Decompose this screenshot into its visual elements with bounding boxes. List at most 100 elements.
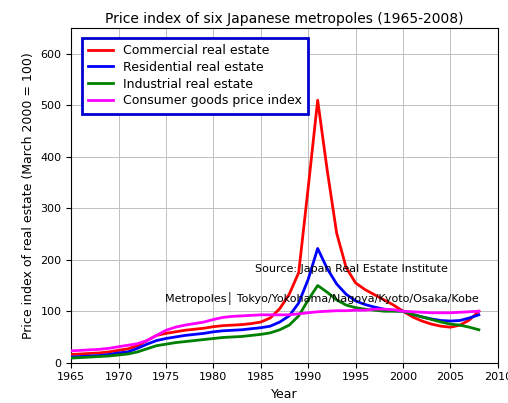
Consumer goods price index (106, 346, 112, 351)
Consumer goods price index (448, 310, 454, 315)
Residential real estate (476, 312, 482, 317)
Commercial real estate (97, 351, 103, 355)
Residential real estate (277, 320, 283, 324)
Industrial real estate (334, 297, 340, 302)
Residential real estate (115, 351, 121, 355)
Residential real estate (163, 336, 169, 341)
Commercial real estate (220, 323, 226, 328)
Commercial real estate (106, 349, 112, 354)
Consumer goods price index (324, 309, 330, 314)
Residential real estate (78, 354, 84, 359)
Residential real estate (192, 332, 198, 337)
Industrial real estate (239, 334, 245, 339)
Consumer goods price index (353, 308, 359, 313)
Residential real estate (87, 353, 93, 358)
Consumer goods price index (419, 310, 425, 315)
Commercial real estate (353, 280, 359, 285)
Commercial real estate (135, 343, 141, 348)
Residential real estate (438, 318, 444, 323)
Residential real estate (409, 312, 416, 317)
Commercial real estate (419, 319, 425, 324)
Consumer goods price index (371, 307, 377, 312)
Industrial real estate (428, 317, 434, 322)
Residential real estate (210, 329, 216, 334)
Consumer goods price index (277, 312, 283, 317)
Commercial real estate (229, 323, 235, 328)
Residential real estate (343, 292, 349, 297)
Consumer goods price index (305, 310, 311, 315)
Consumer goods price index (381, 307, 387, 312)
Industrial real estate (305, 297, 311, 302)
Industrial real estate (144, 347, 150, 351)
Industrial real estate (125, 351, 131, 356)
Residential real estate (144, 342, 150, 347)
Residential real estate (248, 326, 255, 331)
Industrial real estate (419, 314, 425, 319)
Residential real estate (466, 316, 472, 320)
Industrial real estate (248, 333, 255, 338)
Industrial real estate (296, 314, 302, 318)
Commercial real estate (192, 327, 198, 332)
Commercial real estate (371, 292, 377, 297)
Residential real estate (419, 314, 425, 319)
Consumer goods price index (391, 307, 397, 312)
Commercial real estate (391, 303, 397, 307)
Commercial real estate (125, 347, 131, 351)
Commercial real estate (172, 329, 178, 334)
Consumer goods price index (182, 323, 188, 328)
Consumer goods price index (409, 310, 416, 314)
Consumer goods price index (68, 349, 74, 353)
Residential real estate (106, 352, 112, 357)
Commercial real estate (267, 316, 273, 320)
Residential real estate (400, 309, 406, 314)
Residential real estate (172, 334, 178, 339)
Consumer goods price index (220, 315, 226, 320)
Consumer goods price index (248, 313, 255, 318)
Industrial real estate (324, 290, 330, 295)
Industrial real estate (381, 309, 387, 314)
Industrial real estate (448, 322, 454, 326)
Commercial real estate (78, 351, 84, 356)
Industrial real estate (314, 283, 321, 288)
Industrial real estate (371, 308, 377, 313)
Industrial real estate (220, 335, 226, 340)
Residential real estate (97, 353, 103, 358)
Line: Consumer goods price index: Consumer goods price index (71, 309, 479, 351)
Residential real estate (362, 302, 368, 307)
Industrial real estate (192, 338, 198, 343)
Consumer goods price index (78, 348, 84, 353)
Industrial real estate (258, 332, 264, 337)
Commercial real estate (182, 328, 188, 333)
Residential real estate (448, 319, 454, 324)
Residential real estate (182, 333, 188, 338)
Consumer goods price index (267, 312, 273, 317)
Industrial real estate (438, 320, 444, 324)
Legend: Commercial real estate, Residential real estate, Industrial real estate, Consume: Commercial real estate, Residential real… (82, 38, 308, 114)
Industrial real estate (391, 309, 397, 314)
Commercial real estate (296, 270, 302, 275)
Consumer goods price index (457, 310, 463, 315)
Industrial real estate (87, 355, 93, 359)
Commercial real estate (381, 297, 387, 302)
Consumer goods price index (334, 308, 340, 313)
Y-axis label: Price index of real estate (March 2000 = 100): Price index of real estate (March 2000 =… (22, 52, 35, 339)
Residential real estate (334, 282, 340, 287)
Commercial real estate (324, 167, 330, 172)
Industrial real estate (172, 340, 178, 345)
Commercial real estate (163, 331, 169, 336)
Commercial real estate (277, 306, 283, 311)
Consumer goods price index (135, 341, 141, 346)
Residential real estate (381, 307, 387, 312)
Industrial real estate (78, 355, 84, 360)
Consumer goods price index (201, 320, 207, 324)
Industrial real estate (210, 336, 216, 341)
Commercial real estate (334, 231, 340, 235)
Consumer goods price index (172, 325, 178, 330)
Commercial real estate (286, 292, 292, 297)
Line: Residential real estate: Residential real estate (71, 249, 479, 357)
Commercial real estate (258, 320, 264, 324)
Residential real estate (428, 316, 434, 321)
Industrial real estate (409, 312, 416, 317)
Commercial real estate (248, 321, 255, 326)
Residential real estate (267, 324, 273, 328)
